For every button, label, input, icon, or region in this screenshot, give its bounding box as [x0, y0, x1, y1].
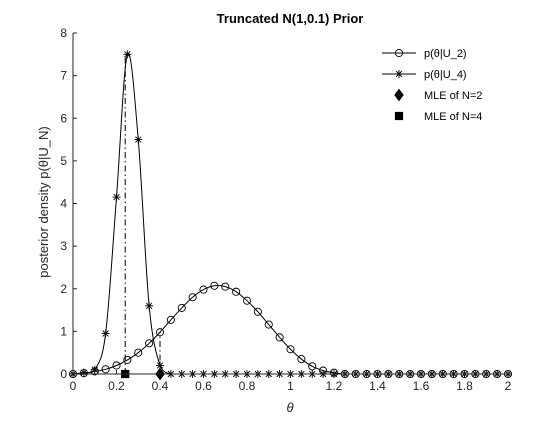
legend-entry-1: p(θ|U_4)	[382, 69, 467, 81]
data-point-1-8	[156, 361, 164, 370]
x-axis-label: θ	[286, 400, 293, 415]
y-tick-label-4: 4	[60, 197, 67, 211]
x-tick-label-4: 0.8	[239, 379, 256, 393]
data-point-0-20	[286, 345, 295, 354]
x-tick-label-2: 0.4	[152, 379, 169, 393]
data-point-0-8	[155, 328, 165, 337]
axes: 0 0.2 0.4 0.6 0.8 1 1.2 1.4 1.6 1.8 2 0 1 2 3 4 5 6 7 8	[60, 26, 511, 393]
data-point-0-18	[264, 320, 273, 329]
data-point-0-22	[308, 362, 317, 371]
data-point-1-6	[134, 135, 143, 144]
legend-label-3: MLE of N=4	[424, 111, 482, 123]
data-point-0-19	[275, 333, 284, 342]
legend-marker-2	[394, 88, 404, 102]
data-point-0-12	[199, 285, 208, 294]
data-point-0-5	[123, 355, 132, 364]
data-point-0-7	[145, 339, 154, 348]
x-tick-label-8: 1.6	[413, 379, 430, 393]
y-axis-label: posterior density p(θ|U_N)	[36, 126, 51, 278]
x-tick-label-7: 1.4	[369, 379, 386, 393]
data-point-0-11	[188, 293, 197, 302]
legend-marker-3	[394, 111, 404, 121]
y-tick-label-2: 2	[60, 282, 67, 296]
y-tick-label-3: 3	[60, 239, 67, 253]
legend-label-0: p(θ|U_2)	[424, 48, 467, 60]
y-tick-label-1: 1	[60, 324, 67, 338]
y-tick-label-5: 5	[60, 154, 67, 168]
data-point-0-14	[221, 282, 230, 291]
x-tick-label-1: 0.2	[108, 379, 125, 393]
x-tick-label-9: 1.8	[456, 379, 473, 393]
data-point-1-3	[101, 329, 110, 338]
data-point-1-4	[112, 193, 121, 202]
data-point-1-1	[79, 368, 88, 377]
x-tick-label-3: 0.6	[195, 379, 212, 393]
legend: p(θ|U_2) p(θ|U_4) MLE of N=2 MLE of N=4	[376, 41, 498, 128]
y-tick-label-6: 6	[60, 111, 67, 125]
data-point-0-6	[134, 348, 143, 357]
legend-entry-0: p(θ|U_2)	[382, 48, 467, 60]
x-tick-label-10: 2	[505, 379, 512, 393]
data-point-0-16	[242, 296, 252, 305]
data-point-0-21	[297, 355, 306, 364]
legend-entry-3: MLE of N=4	[394, 111, 482, 123]
data-point-0-4	[112, 361, 121, 370]
legend-marker-0	[394, 48, 404, 58]
y-tick-label-0: 0	[60, 367, 67, 381]
data-point-0-15	[232, 287, 241, 296]
x-tick-label-0: 0	[70, 379, 77, 393]
legend-entry-2: MLE of N=2	[394, 88, 482, 102]
data-point-1-2	[90, 365, 99, 374]
data-point-0-13	[210, 281, 219, 290]
legend-marker-1	[395, 70, 403, 78]
legend-label-2: MLE of N=2	[424, 90, 482, 102]
data-point-0-10	[177, 303, 186, 312]
data-point-0-9	[166, 315, 175, 324]
x-tick-label-5: 1	[287, 379, 294, 393]
y-tick-label-8: 8	[60, 26, 67, 40]
data-point-0-17	[253, 307, 262, 316]
data-point-0-3	[101, 365, 110, 374]
y-tick-label-7: 7	[60, 69, 67, 83]
data-point-1-7	[145, 301, 154, 310]
data-point-1-5	[123, 50, 132, 59]
legend-label-1: p(θ|U_4)	[424, 69, 467, 81]
chart-title: Truncated N(1,0.1) Prior	[217, 11, 364, 26]
x-tick-label-6: 1.2	[326, 379, 343, 393]
